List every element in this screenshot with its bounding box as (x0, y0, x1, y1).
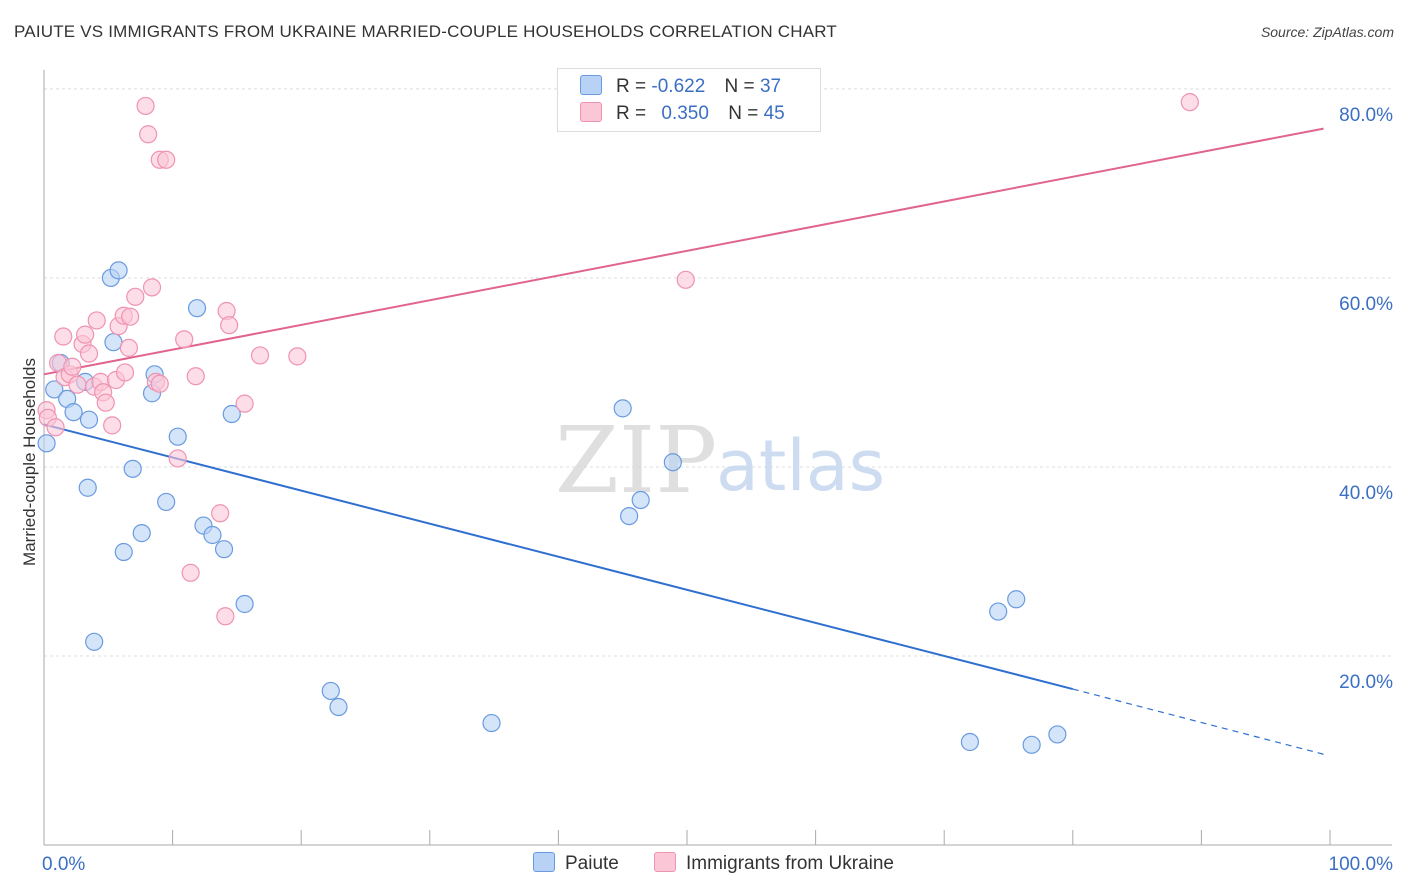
legend-n-label: N = (728, 103, 759, 124)
ukraine-point (288, 347, 307, 366)
legend-series-name: Paiute (565, 853, 619, 874)
paiute-trend-extension (1072, 688, 1324, 755)
ukraine-point (211, 504, 230, 523)
legend-item-paiute[interactable]: Paiute (533, 852, 619, 875)
ukraine-point (96, 393, 115, 412)
legend-series-name: Immigrants from Ukraine (686, 853, 894, 874)
tick-labels: 20.0% 40.0% 60.0% 80.0% 0.0% 100.0% (42, 105, 1393, 875)
chart-title: PAIUTE VS IMMIGRANTS FROM UKRAINE MARRIE… (14, 22, 837, 41)
axes (43, 70, 1392, 846)
paiute-point (203, 525, 222, 545)
paiute-point (960, 732, 980, 752)
paiute-point (482, 713, 501, 733)
ukraine-point (79, 344, 99, 363)
paiute-point (168, 427, 187, 446)
y-tick-label: 40.0% (1339, 483, 1393, 504)
paiute-point (114, 542, 133, 562)
ukraine-point (76, 325, 95, 344)
paiute-point (187, 299, 207, 318)
paiute-point (109, 261, 128, 280)
paiute-trend-line (43, 423, 1074, 691)
legend-r-label: R = (616, 76, 647, 97)
y-tick-label: 20.0% (1339, 672, 1393, 693)
paiute-point (631, 490, 650, 510)
source-label: Source: ZipAtlas.com (1260, 24, 1394, 40)
paiute-point (613, 399, 632, 418)
paiute-point (1048, 725, 1067, 744)
ukraine-point (121, 307, 140, 326)
paiute-point (85, 632, 104, 651)
ukraine-point (126, 287, 145, 306)
ukraine-point (168, 449, 187, 468)
legend-r-value: -0.622 (651, 76, 706, 97)
paiute-point (329, 697, 348, 717)
x-tick-label: 100.0% (1329, 854, 1394, 875)
ukraine-swatch (580, 102, 602, 122)
ukraine-point (220, 316, 239, 335)
legend-r-label: R = (616, 103, 647, 124)
ukraine-point (68, 375, 87, 394)
paiute-point (1007, 590, 1026, 609)
ukraine-point (181, 563, 200, 582)
paiute-point (157, 492, 176, 512)
paiute-point (45, 380, 64, 399)
legend-row-paiute: R = -0.622 N = 37 (580, 75, 781, 99)
paiute-point (989, 602, 1008, 621)
ukraine-point (186, 367, 205, 386)
paiute-point (123, 459, 142, 478)
paiute-point (663, 453, 682, 472)
legend-r-value: 0.350 (661, 103, 709, 124)
legend-n-label: N = (724, 76, 755, 97)
ukraine-point (1180, 93, 1199, 112)
paiute-point (222, 404, 241, 424)
paiute-point (1022, 735, 1041, 754)
ukraine-point (235, 394, 254, 413)
paiute-swatch (580, 75, 602, 95)
ukraine-point (142, 278, 162, 297)
ukraine-point (676, 270, 695, 289)
watermark-atlas: atlas (716, 425, 885, 507)
stats-legend: R = -0.622 N = 37 R = 0.350 N = 45 (557, 68, 821, 132)
trend-lines (43, 127, 1324, 755)
legend-n-value: 45 (763, 103, 785, 124)
paiute-point (78, 478, 97, 497)
ukraine-point (175, 330, 194, 349)
ukraine-point (250, 346, 270, 365)
ukraine-point (63, 357, 82, 376)
ukraine-point (54, 327, 73, 346)
ukraine-point (87, 311, 106, 330)
grid-lines (44, 88, 1392, 657)
ukraine-trend-line (43, 127, 1324, 376)
legend-row-ukraine: R = 0.350 N = 45 (580, 102, 785, 126)
ukraine-point (150, 374, 169, 393)
y-tick-label: 80.0% (1339, 105, 1393, 126)
ukraine-point (103, 416, 122, 435)
x-tick-label: 0.0% (42, 854, 85, 875)
ukraine-point (119, 338, 138, 357)
paiute-point (79, 410, 99, 429)
ukraine-swatch (654, 852, 676, 872)
paiute-point (104, 333, 123, 352)
legend-item-ukraine[interactable]: Immigrants from Ukraine (654, 852, 894, 875)
paiute-point (235, 594, 254, 614)
ukraine-point (216, 607, 235, 626)
y-tick-label: 60.0% (1339, 294, 1393, 315)
paiute-point (620, 506, 639, 526)
paiute-point (64, 403, 83, 422)
paiute-point (132, 524, 151, 543)
ukraine-point (46, 418, 65, 437)
ukraine-point (139, 125, 158, 144)
y-axis-label: Married-couple Households (20, 358, 39, 566)
data-points (37, 93, 1199, 754)
paiute-point (37, 434, 56, 453)
ukraine-point (115, 363, 135, 382)
paiute-point (321, 681, 340, 701)
ukraine-point (157, 150, 176, 169)
paiute-swatch (533, 852, 555, 872)
legend-n-value: 37 (759, 76, 782, 97)
ukraine-point (136, 96, 155, 116)
paiute-point (214, 540, 234, 559)
